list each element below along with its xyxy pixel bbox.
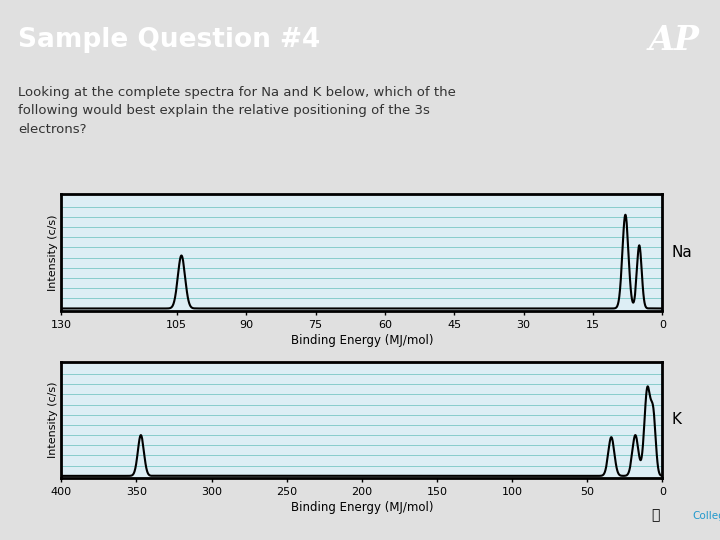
Y-axis label: Intensity (c/s): Intensity (c/s) [48, 214, 58, 291]
Text: Sample Question #4: Sample Question #4 [18, 27, 320, 53]
Text: Na: Na [672, 245, 692, 260]
X-axis label: Binding Energy (MJ/mol): Binding Energy (MJ/mol) [291, 501, 433, 514]
Text: 🦉: 🦉 [652, 509, 660, 523]
Text: CollegeBoard: CollegeBoard [693, 511, 720, 521]
Y-axis label: Intensity (c/s): Intensity (c/s) [48, 382, 58, 458]
X-axis label: Binding Energy (MJ/mol): Binding Energy (MJ/mol) [291, 334, 433, 347]
Text: K: K [672, 413, 681, 427]
Text: AP: AP [649, 24, 700, 57]
Text: Looking at the complete spectra for Na and K below, which of the
following would: Looking at the complete spectra for Na a… [18, 86, 456, 136]
